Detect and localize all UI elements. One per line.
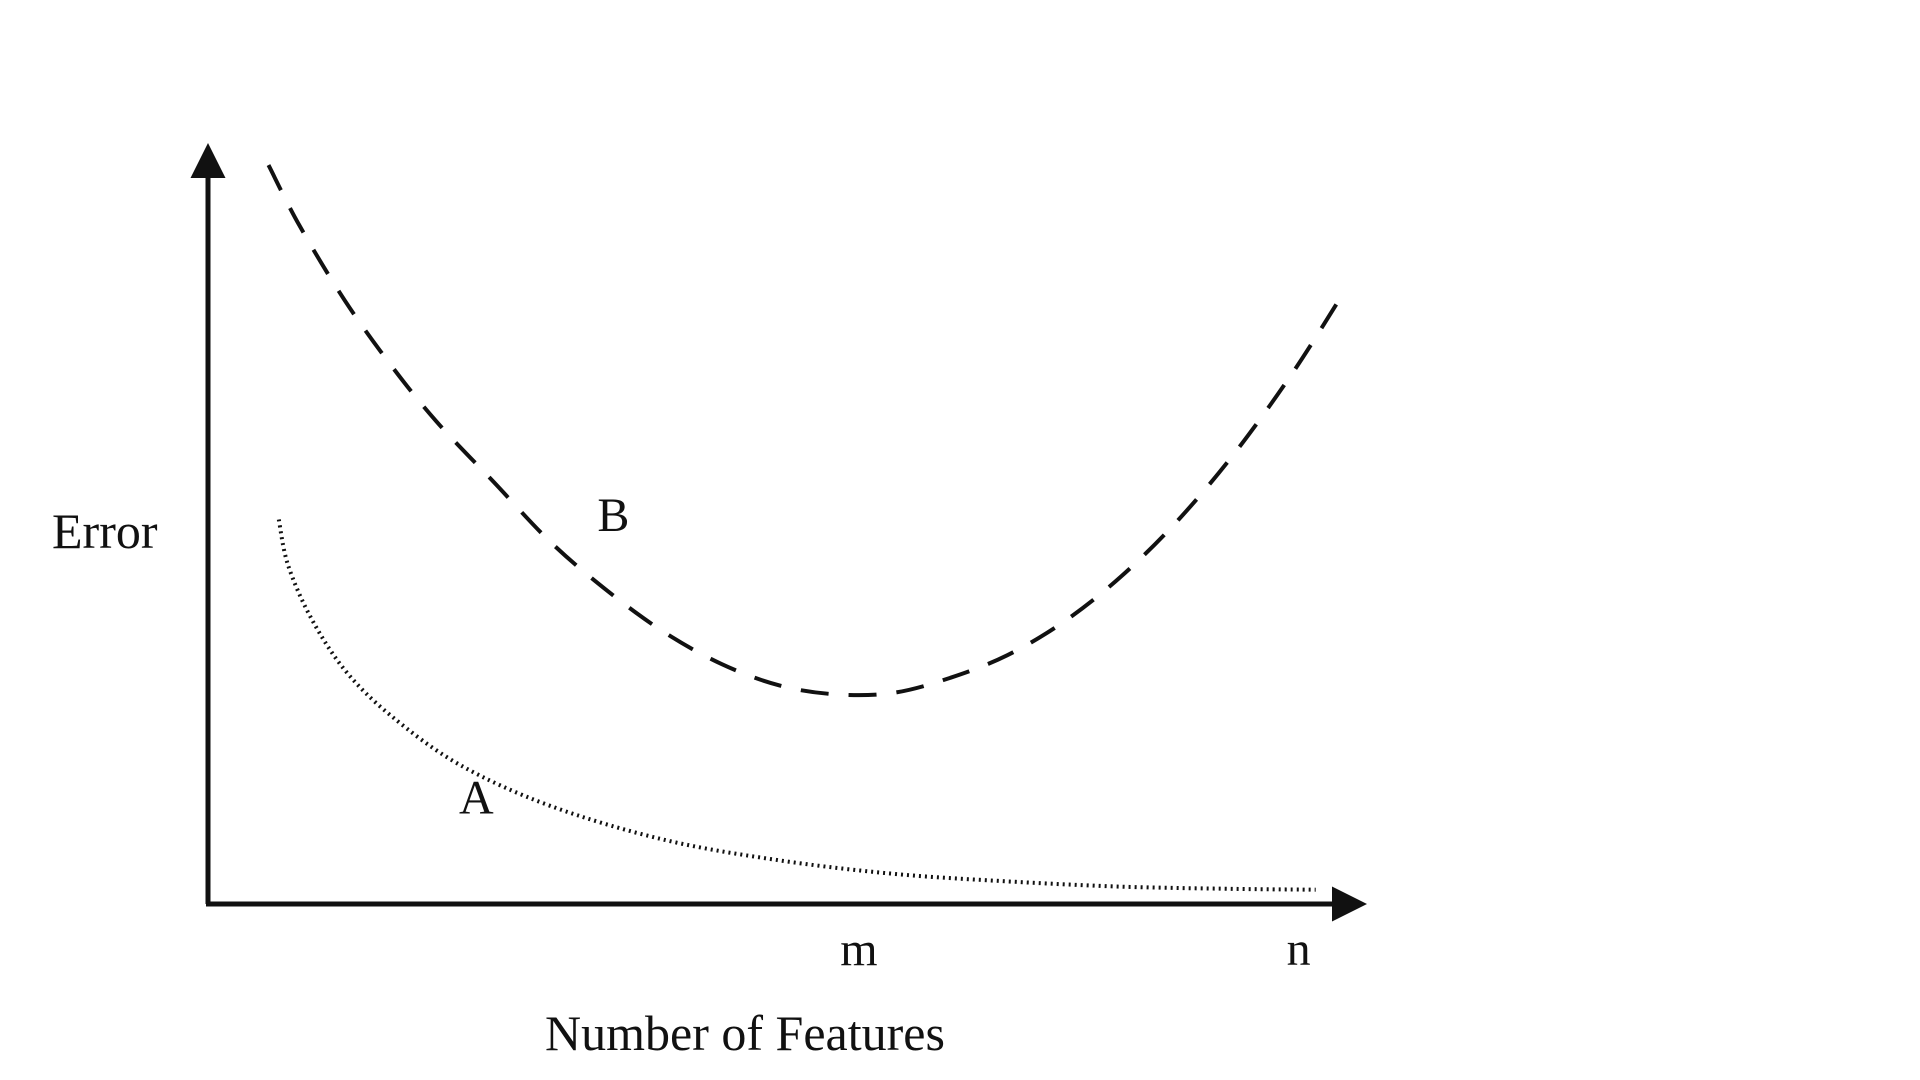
x-tick-label-m: m (840, 923, 877, 976)
curve-label-b: B (597, 489, 629, 542)
curve-label-a: A (459, 772, 494, 825)
curves (266, 164, 1341, 892)
x-axis-label: Number of Features (545, 1005, 945, 1061)
curve-labels: AB (459, 489, 629, 825)
x-tick-label-n: n (1287, 923, 1311, 976)
curve-a (276, 519, 1316, 892)
y-axis-label: Error (52, 503, 158, 559)
curve-b (266, 164, 1341, 698)
